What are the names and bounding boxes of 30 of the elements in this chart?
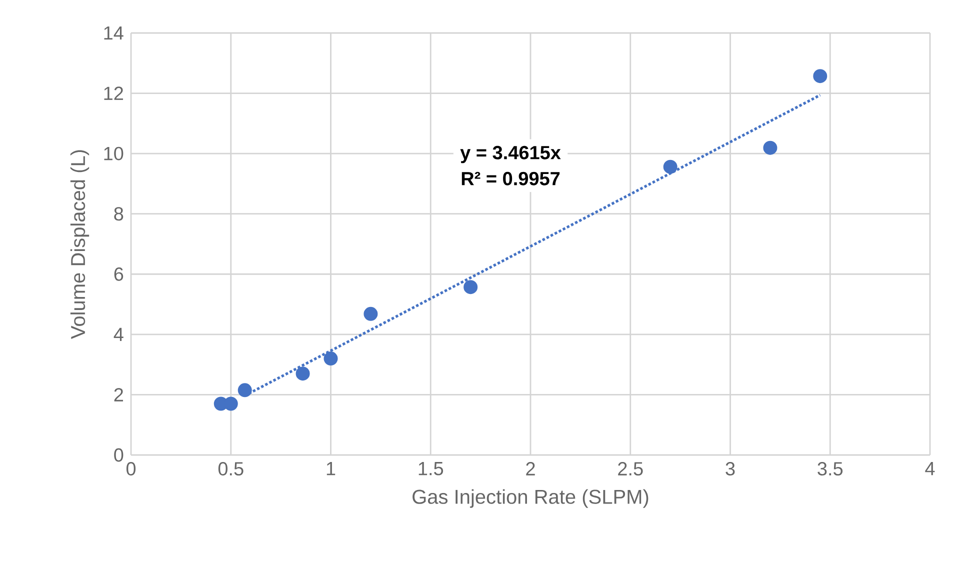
y-tick-label: 0 bbox=[114, 448, 124, 462]
x-tick-label: 0 bbox=[126, 462, 136, 476]
y-tick-label: 4 bbox=[114, 328, 124, 341]
x-tick-label: 1.5 bbox=[418, 462, 444, 476]
x-tick-label: 2.5 bbox=[618, 462, 643, 476]
point bbox=[464, 280, 478, 294]
y-tick-label: 8 bbox=[114, 207, 124, 221]
x-axis-title: Gas Injection Rate (SLPM) bbox=[412, 489, 648, 508]
x-tick-label: 3.5 bbox=[818, 462, 843, 476]
annotation: R² = 0.9957 bbox=[462, 172, 560, 186]
y-tick-label: 2 bbox=[114, 388, 123, 402]
point bbox=[324, 352, 338, 366]
y-axis-title: Volume Displaced (L) bbox=[70, 150, 90, 339]
point bbox=[763, 140, 778, 155]
y-tick-label: 6 bbox=[114, 267, 124, 281]
x-tick-label: 0.5 bbox=[218, 462, 244, 476]
x-tick-label: 1 bbox=[326, 462, 336, 476]
point bbox=[364, 306, 378, 321]
x-tick-label: 2 bbox=[526, 462, 535, 476]
point bbox=[224, 396, 238, 411]
x-tick-label: 3 bbox=[726, 462, 735, 476]
annotation: y = 3.4615x bbox=[460, 146, 561, 164]
point bbox=[296, 366, 310, 381]
point bbox=[813, 69, 828, 84]
point bbox=[663, 160, 678, 174]
x-tick-label: 4 bbox=[925, 462, 935, 476]
point bbox=[238, 383, 252, 398]
y-tick-label: 12 bbox=[104, 86, 123, 100]
y-tick-label: 10 bbox=[104, 146, 124, 160]
y-tick-label: 14 bbox=[104, 26, 124, 40]
